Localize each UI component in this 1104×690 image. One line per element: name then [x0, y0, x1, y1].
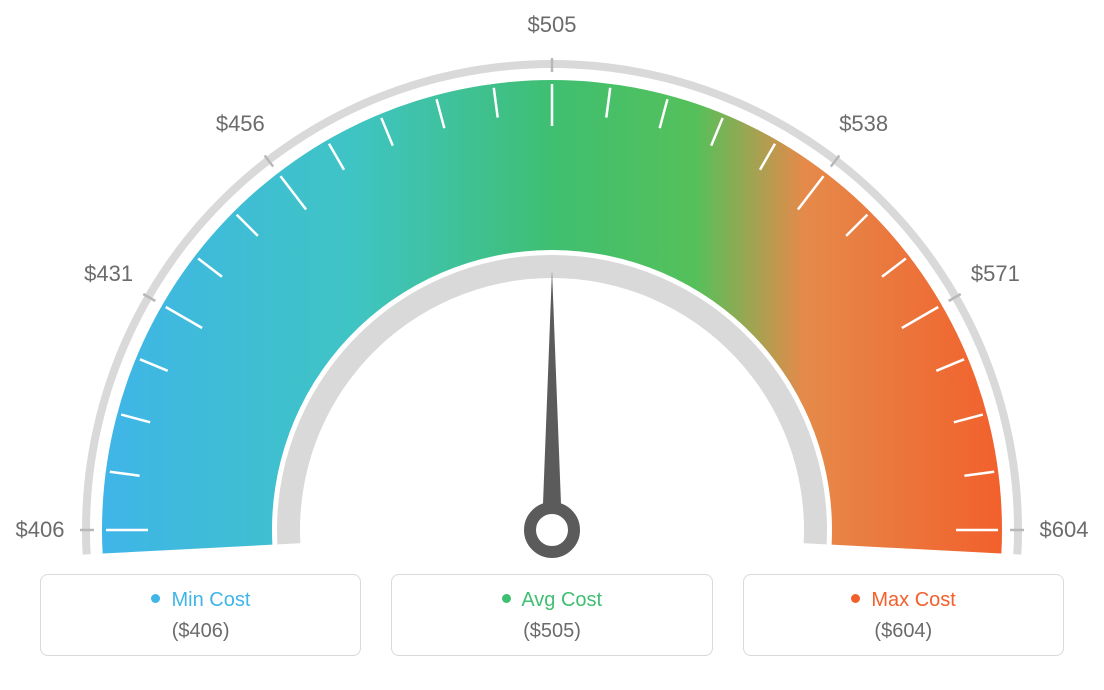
tick-label: $571: [971, 261, 1020, 287]
tick-label: $538: [839, 111, 888, 137]
dot-min-icon: [151, 594, 160, 603]
tick-label: $431: [84, 261, 133, 287]
gauge-svg: [0, 0, 1104, 560]
legend-value-avg: ($505): [392, 620, 711, 643]
legend-label-avg: Avg Cost: [521, 589, 602, 611]
legend-row: Min Cost ($406) Avg Cost ($505) Max Cost…: [0, 574, 1104, 656]
legend-label-min: Min Cost: [171, 589, 250, 611]
dot-max-icon: [851, 594, 860, 603]
legend-title-max: Max Cost: [744, 589, 1063, 612]
tick-label: $456: [216, 111, 265, 137]
tick-label: $406: [16, 517, 65, 543]
legend-value-min: ($406): [41, 620, 360, 643]
legend-title-avg: Avg Cost: [392, 589, 711, 612]
tick-label: $604: [1040, 517, 1089, 543]
legend-value-max: ($604): [744, 620, 1063, 643]
legend-title-min: Min Cost: [41, 589, 360, 612]
legend-card-avg: Avg Cost ($505): [391, 574, 712, 656]
dot-avg-icon: [502, 594, 511, 603]
legend-card-min: Min Cost ($406): [40, 574, 361, 656]
legend-label-max: Max Cost: [871, 589, 955, 611]
legend-card-max: Max Cost ($604): [743, 574, 1064, 656]
tick-label: $505: [528, 12, 577, 38]
gauge-chart: $406 $431 $456 $505 $538 $571 $604: [0, 0, 1104, 560]
